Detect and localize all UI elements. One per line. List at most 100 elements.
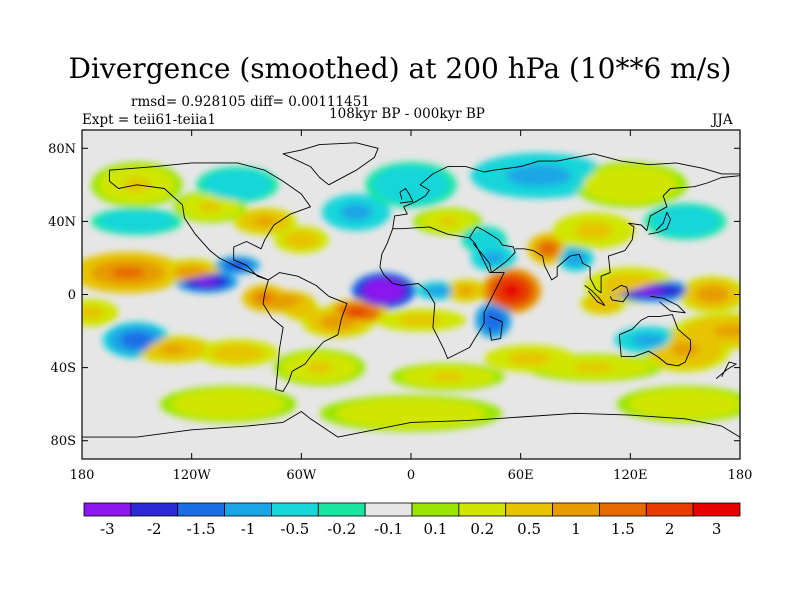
colorbar-label: 0.1 [423, 520, 447, 538]
field-contour [196, 278, 216, 286]
field-contour [295, 305, 307, 313]
field-contour [255, 217, 275, 226]
colorbar-label: -1.5 [187, 520, 216, 538]
period-label: 108kyr BP - 000kyr BP [329, 106, 485, 122]
colorbar-swatch [317, 502, 366, 517]
lat-tick-label: 40S [51, 361, 76, 376]
field-contour [664, 398, 706, 410]
lat-tick-label: 40N [48, 215, 76, 230]
coastline [648, 211, 671, 235]
field-contour [459, 287, 473, 295]
divergence-field [82, 152, 740, 432]
coastline [379, 226, 505, 359]
field-contour [383, 407, 439, 419]
field-contour [258, 294, 272, 303]
colorbar-label: -0.2 [327, 520, 356, 538]
field-contour [126, 334, 147, 346]
field-contour [437, 217, 458, 226]
coastline [108, 162, 311, 281]
field-contour [306, 362, 334, 373]
field-contour [671, 342, 699, 357]
colorbar-swatch [599, 502, 647, 517]
field-contour [293, 235, 310, 244]
colorbar-label: 0.5 [517, 520, 541, 538]
field-contour [702, 289, 723, 300]
colorbar-label: -2 [147, 520, 162, 538]
field-contour [225, 179, 250, 191]
lon-tick-label: 60W [286, 468, 317, 483]
lon-tick-label: 0 [407, 468, 415, 483]
field-contour [502, 284, 521, 298]
field-contour [477, 235, 491, 244]
map-title: Divergence (smoothed) at 200 hPa (10**6 … [68, 52, 732, 85]
field-contour [110, 266, 145, 279]
colorbar-label: -0.1 [374, 520, 403, 538]
colorbar-swatch [458, 502, 507, 517]
colorbar-label: 0.2 [470, 520, 494, 538]
lon-tick-label: 180 [70, 468, 95, 483]
colorbar-swatch [552, 502, 600, 517]
coastline [262, 272, 348, 392]
field-contour [273, 298, 293, 306]
field-contour [207, 398, 249, 410]
colorbar-label: 3 [712, 520, 722, 538]
field-contour [199, 202, 221, 212]
field-contour [542, 244, 555, 254]
coastline [609, 284, 629, 303]
field-contour [346, 206, 367, 218]
colorbar-swatch [645, 502, 694, 517]
stats-text: rmsd= 0.928105 diff= 0.00111451 [131, 94, 370, 110]
field-contour [161, 345, 186, 354]
coastline [715, 361, 737, 379]
colorbar-swatch [364, 502, 413, 517]
field-contour [230, 262, 245, 268]
field-contour [430, 372, 465, 381]
colorbar-swatch [271, 502, 319, 517]
coastline [282, 142, 379, 186]
colorbar-swatch [411, 502, 460, 517]
field-contour [616, 280, 644, 291]
coastline [515, 175, 740, 294]
field-contour [181, 268, 202, 277]
field-contour [327, 317, 349, 327]
coastline [489, 315, 503, 341]
lat-tick-label: 80N [48, 142, 76, 157]
field-contour [518, 168, 560, 183]
field-contour [516, 354, 544, 363]
lon-tick-label: 120E [613, 468, 647, 483]
field-contour [346, 308, 366, 317]
coastline [584, 285, 606, 306]
field-contour [573, 363, 615, 372]
field-contour [486, 253, 501, 262]
colorbar-swatch [224, 502, 272, 517]
lon-tick-label: 180 [728, 468, 753, 483]
field-contour [633, 287, 664, 295]
colorbar: -3 -2 -1.5 -1 -0.5 -0.2 -0.1 0.1 0.2 0.5 1 1.5 2 3 [83, 502, 741, 538]
coastline [618, 314, 692, 367]
field-contour [374, 285, 394, 297]
colorbar-swatch [130, 502, 179, 517]
lon-tick-label: 120W [173, 468, 212, 483]
latitude-axis: 80N 40N 0 40S 80S [48, 142, 740, 449]
field-contour [638, 336, 659, 345]
colorbar-swatch [505, 502, 553, 517]
coastlines [82, 142, 740, 438]
field-contour [225, 348, 250, 358]
map-panel [81, 129, 741, 460]
coastline [650, 295, 686, 314]
lon-tick-label: 60E [508, 468, 534, 483]
field-contour [397, 178, 425, 192]
colorbar-swatch [83, 502, 132, 517]
coastline [399, 188, 414, 204]
colorbar-label: 1.5 [611, 520, 635, 538]
coastline [82, 411, 740, 438]
colorbar-swatch [692, 502, 741, 517]
colorbar-label: -0.5 [280, 520, 309, 538]
coastline [392, 153, 740, 229]
field-contour [673, 216, 698, 227]
field-contour [83, 308, 100, 317]
lat-tick-label: 80S [51, 434, 76, 449]
field-contour [406, 316, 434, 324]
field-contour [123, 217, 151, 226]
